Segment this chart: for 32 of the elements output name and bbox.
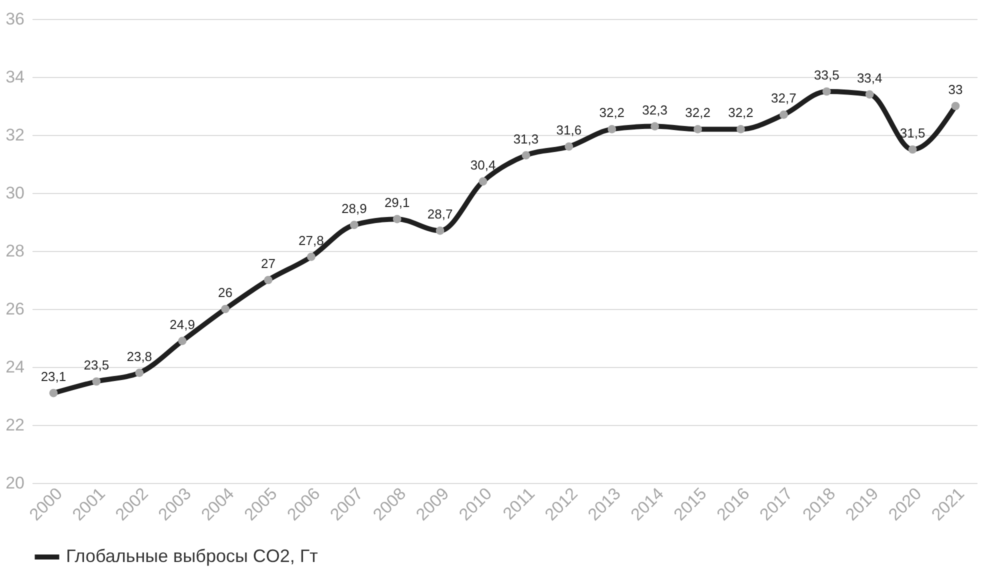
y-tick-label: 24 [6,358,24,376]
data-label: 32,7 [771,90,796,106]
y-tick-label: 30 [6,184,24,202]
data-label: 27,8 [298,232,324,248]
data-label: 32,3 [642,102,668,118]
y-tick-label: 34 [6,68,24,86]
data-label: 31,5 [900,126,926,140]
data-label: 33 [948,82,963,97]
data-label: 23,8 [126,348,152,364]
data-label: 33,5 [814,68,840,82]
y-tick-label: 22 [6,416,24,434]
data-label: 31,3 [513,131,539,146]
data-label: 23,1 [40,369,66,384]
y-tick-label: 36 [6,10,24,28]
data-label: 28,7 [427,206,453,222]
data-label: 33,4 [856,70,882,86]
data-label: 26 [218,285,233,300]
data-label: 31,6 [556,122,582,138]
data-label: 24,9 [170,316,195,332]
data-label: 32,2 [728,105,754,120]
data-label: 29,1 [384,195,410,210]
data-label: 32,2 [599,105,625,120]
data-label: 23,5 [84,358,110,372]
y-tick-label: 32 [6,126,24,144]
data-label: 32,2 [685,105,710,120]
y-tick-label: 20 [6,474,24,492]
data-label: 30,4 [470,157,496,172]
legend-label: Глобальные выбросы CO2, Гт [66,546,318,566]
data-label: 28,9 [342,200,367,216]
data-label: 27 [261,256,276,271]
y-tick-label: 26 [6,300,24,318]
y-tick-label: 28 [6,242,24,260]
